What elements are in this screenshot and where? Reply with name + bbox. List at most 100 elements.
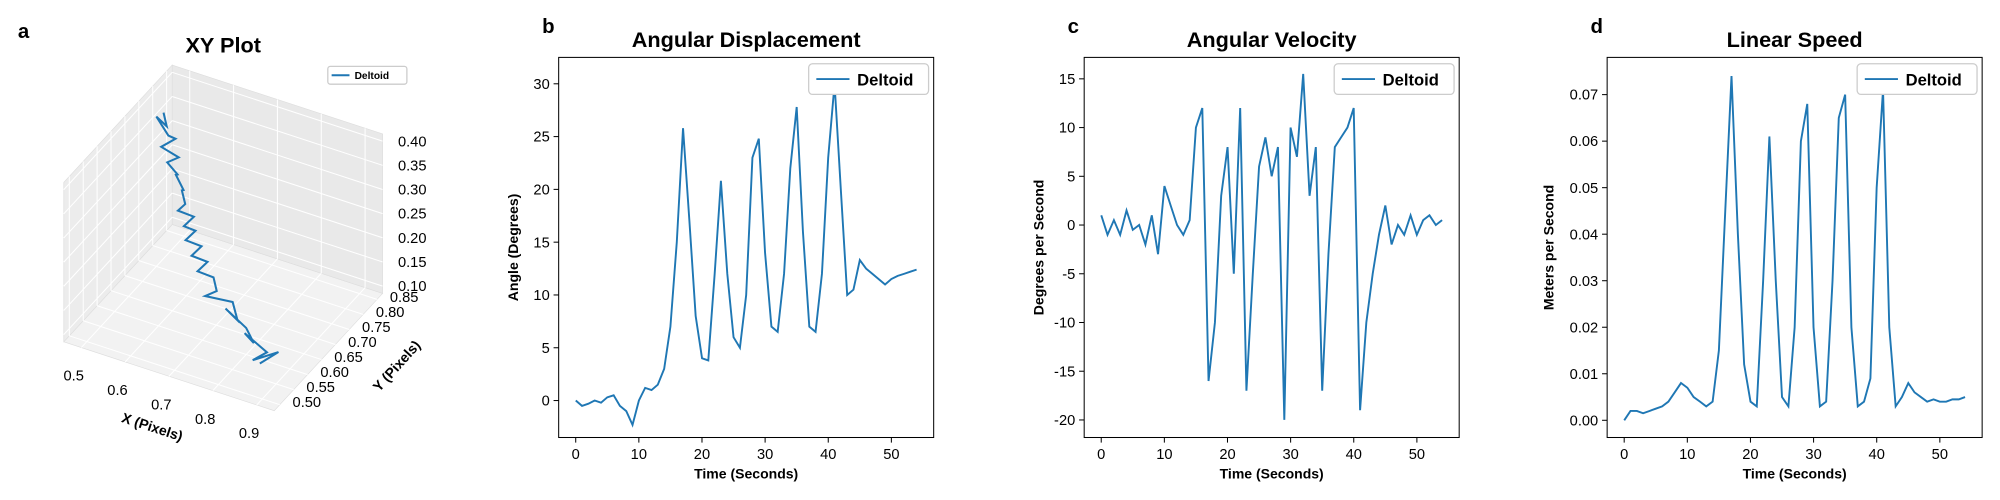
y-tick-label: 0.00 <box>1570 413 1599 429</box>
grid-line <box>83 320 294 391</box>
x-axis-label: Time (Seconds) <box>694 465 798 481</box>
x-tick-label: 10 <box>1156 447 1172 463</box>
x-tick-label: 0 <box>1097 447 1105 463</box>
grid-line <box>168 258 278 377</box>
data-line <box>1100 73 1443 420</box>
z-tick-label: 0.30 <box>398 183 427 199</box>
x-tick-label: 0 <box>1620 447 1628 463</box>
x-tick-label: 50 <box>1409 447 1425 463</box>
y-tick-label: -5 <box>1062 267 1075 283</box>
grid-line <box>63 192 173 311</box>
y-tick-label: 0.07 <box>1570 88 1599 104</box>
grid-line <box>80 229 191 348</box>
chart-title: Angular Displacement <box>632 27 861 52</box>
y-axis-label: Meters per Second <box>1541 185 1557 310</box>
grid-line <box>172 216 383 287</box>
y-tick-label: 0 <box>542 394 550 410</box>
legend-label: Deltoid <box>355 71 390 82</box>
legend-box <box>1333 63 1455 96</box>
grid-line <box>172 192 383 263</box>
y-axis-label: Degrees per Second <box>1030 180 1046 316</box>
grid-line <box>172 95 383 166</box>
y-tick-label: 25 <box>533 130 549 146</box>
y-tick-label: 0.02 <box>1570 320 1599 336</box>
x-tick-label: 0.8 <box>195 412 215 428</box>
y-tick-label: 0.55 <box>306 380 335 396</box>
x-tick-label: 50 <box>1932 447 1948 463</box>
x-tick-label: 0.6 <box>107 383 127 399</box>
x-tick-label: 50 <box>883 447 899 463</box>
grid-line <box>172 144 383 215</box>
legend-label: Deltoid <box>857 70 913 89</box>
x-tick-label: 30 <box>1282 447 1298 463</box>
grid-line <box>63 71 173 190</box>
x-tick-label: 30 <box>1805 447 1821 463</box>
y-tick-label: 0.50 <box>293 395 322 411</box>
y-tick-label: 0.75 <box>362 320 391 336</box>
y-tick-label: 0.65 <box>334 350 363 366</box>
y-tick-label: 0.05 <box>1570 181 1599 197</box>
y-tick-label: 0.03 <box>1570 274 1599 290</box>
legend-label: Deltoid <box>1383 70 1439 89</box>
grid-line <box>256 287 366 406</box>
panel-label: a <box>18 21 30 43</box>
panel-label: d <box>1591 16 1603 38</box>
grid-line <box>63 216 173 335</box>
y-tick-label: -15 <box>1054 364 1075 380</box>
x-axis-label: Time (Seconds) <box>1220 465 1324 481</box>
grid-line <box>138 260 350 330</box>
y-tick-label: 15 <box>533 235 549 251</box>
x-tick-label: 30 <box>757 447 773 463</box>
y-tick-label: 0.70 <box>348 335 377 351</box>
y-tick-label: 15 <box>1059 72 1075 88</box>
x-tick-label: 20 <box>1219 447 1235 463</box>
y-tick-label: 0.06 <box>1570 134 1599 150</box>
x-tick-label: 0.9 <box>239 426 259 442</box>
x-tick-label: 10 <box>631 447 647 463</box>
plot-frame <box>1606 56 1983 439</box>
panel-label: c <box>1068 16 1079 38</box>
legend-label: Deltoid <box>1906 70 1962 89</box>
x-tick-label: 0.5 <box>63 369 83 385</box>
grid-line <box>124 244 234 363</box>
y-tick-label: 0 <box>1067 218 1075 234</box>
x-tick-label: 20 <box>1742 447 1758 463</box>
grid-line <box>166 230 378 300</box>
legend-box <box>1856 63 1978 96</box>
y-tick-label: 0.80 <box>376 305 405 321</box>
x-tick-label: 10 <box>1679 447 1695 463</box>
y-tick-label: 0.60 <box>320 365 349 381</box>
z-tick-label: 0.40 <box>398 134 427 150</box>
grid-line <box>63 144 173 263</box>
x-tick-label: 0.7 <box>151 397 171 413</box>
x-tick-label: 40 <box>1346 447 1362 463</box>
grid-line <box>63 96 173 215</box>
x-axis-label: X (Pixels) <box>120 409 185 444</box>
y-tick-label: -20 <box>1054 413 1075 429</box>
y-tick-label: 10 <box>533 288 549 304</box>
x-tick-label: 0 <box>572 447 580 463</box>
plot-frame <box>558 56 935 439</box>
x-tick-label: 40 <box>1869 447 1885 463</box>
grid-line <box>212 272 322 391</box>
y-tick-label: 20 <box>533 182 549 198</box>
data-line <box>1623 75 1966 421</box>
data-line <box>575 83 917 428</box>
grid-line <box>69 335 280 406</box>
y-tick-label: 0.04 <box>1570 227 1599 243</box>
grid-line <box>63 168 173 287</box>
grid-line <box>110 290 322 361</box>
data-line <box>155 112 279 365</box>
y-tick-label: -10 <box>1054 316 1075 332</box>
x-tick-label: 20 <box>694 447 710 463</box>
y-tick-label: 0.01 <box>1570 367 1599 383</box>
grid-line <box>63 120 173 239</box>
y-tick-label: 5 <box>542 341 550 357</box>
grid-line <box>172 168 383 239</box>
z-tick-label: 0.15 <box>398 255 427 271</box>
legend-box <box>808 63 930 96</box>
y-tick-label: 10 <box>1059 121 1075 137</box>
chart-title: XY Plot <box>185 32 260 57</box>
chart-title: Linear Speed <box>1727 27 1863 52</box>
